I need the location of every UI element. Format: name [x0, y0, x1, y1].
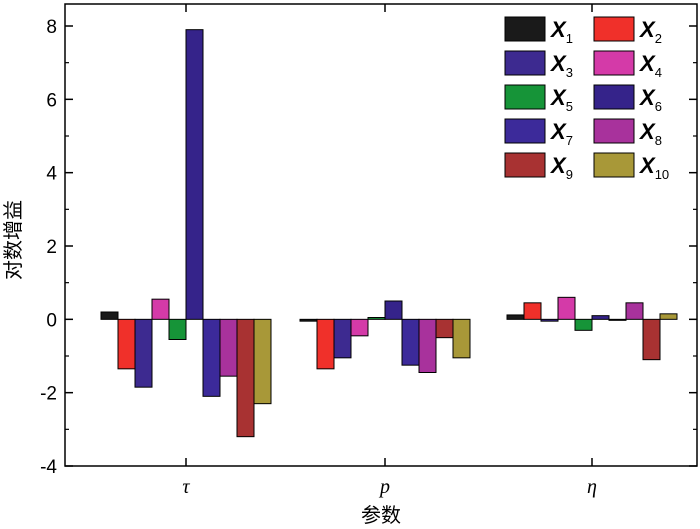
bar: [333, 318, 352, 359]
bar: [219, 318, 238, 377]
legend-label: X1: [549, 17, 573, 46]
bar: [384, 300, 403, 320]
y-tick-label: 4: [46, 164, 57, 185]
legend-swatch: [593, 50, 635, 76]
x-tick-label: τ: [182, 476, 190, 498]
legend-label: X5: [549, 85, 573, 114]
legend-label: X9: [549, 153, 573, 182]
bar: [523, 302, 542, 320]
legend-label: X2: [638, 17, 662, 46]
bar: [100, 311, 119, 320]
y-tick-label: 8: [46, 17, 57, 38]
legend-label: X3: [549, 51, 573, 80]
bar: [134, 318, 153, 388]
bar: [299, 318, 318, 322]
legend-label: X6: [638, 85, 662, 114]
y-tick-label: -2: [40, 384, 57, 405]
legend-label: X8: [638, 119, 662, 148]
bar: [625, 302, 644, 320]
y-tick-label: 0: [46, 310, 57, 331]
legend-swatch: [504, 152, 546, 178]
bars-group: [100, 29, 678, 438]
legend-label: X10: [638, 153, 669, 182]
bar: [574, 318, 593, 331]
legend-swatch: [504, 50, 546, 76]
bar: [659, 313, 678, 320]
bar: [202, 318, 221, 397]
x-axis-title: 参数: [361, 503, 401, 527]
y-axis: -4 -2 0 2 4 6 8: [40, 17, 697, 478]
bar: [435, 318, 454, 339]
y-tick-label: 6: [46, 90, 57, 111]
bar: [316, 318, 335, 370]
bar: [350, 318, 369, 337]
legend-swatch: [593, 118, 635, 144]
legend-swatch: [593, 84, 635, 110]
bar: [642, 318, 661, 361]
bar: [608, 318, 627, 321]
legend: X1 X2 X3 X4 X5 X6 X7 X8 X9 X10: [504, 16, 669, 182]
legend-swatch: [504, 84, 546, 110]
y-tick-label: -4: [40, 457, 57, 478]
legend-label: X7: [549, 119, 573, 148]
bar: [506, 314, 525, 320]
y-axis-title: 对数增益: [1, 200, 25, 280]
legend-swatch: [504, 118, 546, 144]
legend-swatch: [504, 16, 546, 42]
bar: [253, 318, 272, 405]
x-tick-label: p: [378, 476, 390, 498]
bar: [401, 318, 420, 366]
bar: [236, 318, 255, 438]
legend-swatch: [593, 16, 635, 42]
bar: [151, 298, 170, 320]
bar: [367, 317, 386, 320]
bar: [540, 318, 559, 322]
bar: [557, 296, 576, 320]
y-tick-label: 2: [46, 237, 57, 258]
bar: [168, 318, 187, 341]
x-tick-label: η: [587, 476, 597, 498]
legend-label: X4: [638, 51, 662, 80]
bar: [591, 315, 610, 320]
plot-area-frame: [64, 3, 698, 467]
bar: [418, 318, 437, 374]
bar: [452, 318, 471, 359]
bar: [117, 318, 136, 370]
legend-swatch: [593, 152, 635, 178]
bar: [185, 29, 204, 320]
